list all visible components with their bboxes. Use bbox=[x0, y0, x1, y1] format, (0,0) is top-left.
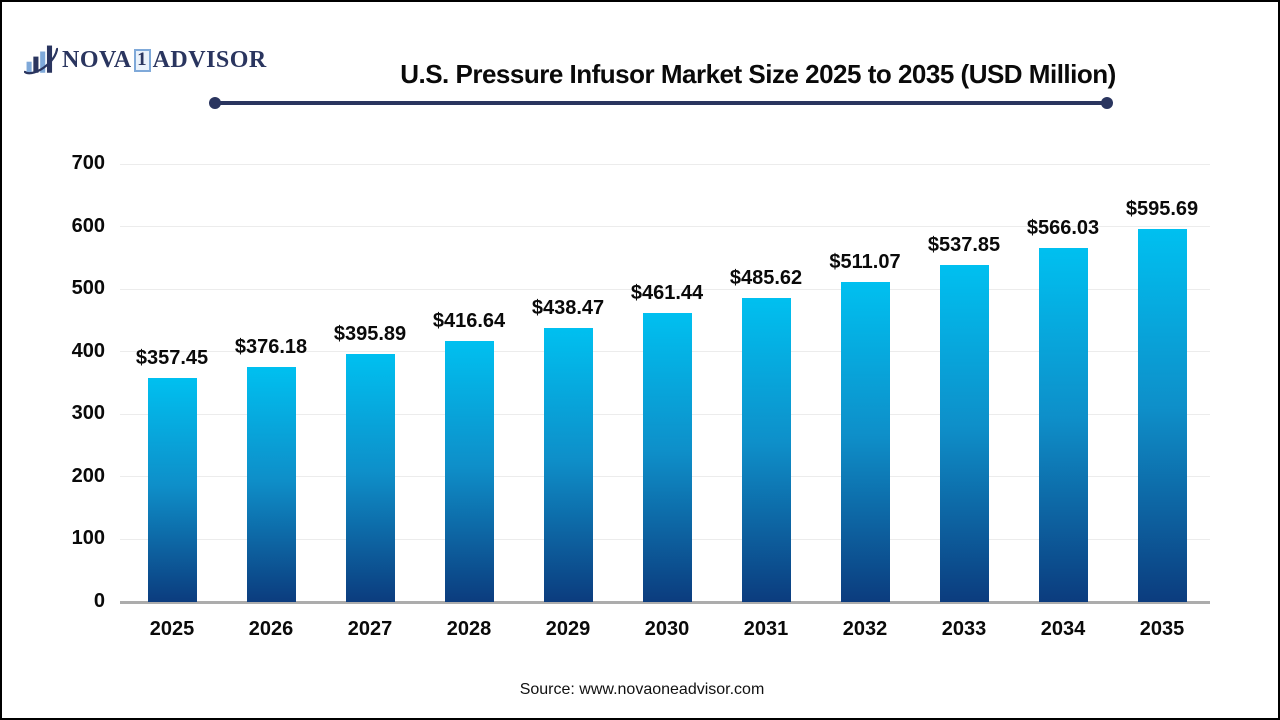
y-axis-label-400: 400 bbox=[71, 339, 105, 362]
x-axis-label-2026: 2026 bbox=[248, 618, 294, 640]
value-label-2034: $566.03 bbox=[1026, 216, 1100, 239]
value-label-2031: $485.62 bbox=[729, 267, 803, 290]
bar-2032 bbox=[840, 282, 890, 602]
x-axis-label-2028: 2028 bbox=[446, 618, 492, 640]
logo-text-advisor: ADVISOR bbox=[152, 46, 267, 73]
y-axis-label-500: 500 bbox=[71, 277, 105, 300]
x-axis-label-2030: 2030 bbox=[644, 618, 690, 640]
value-label-2029: $438.47 bbox=[531, 296, 605, 319]
bar-2035 bbox=[1137, 229, 1187, 602]
bar-2034 bbox=[1038, 247, 1088, 602]
title-underline-rule bbox=[209, 97, 1113, 109]
rule-right-endpoint-dot bbox=[1101, 97, 1113, 109]
bar-2033 bbox=[939, 265, 989, 602]
x-axis-label-2027: 2027 bbox=[347, 618, 393, 640]
value-label-2026: $376.18 bbox=[234, 335, 308, 358]
y-axis-label-600: 600 bbox=[71, 214, 105, 237]
y-axis-label-200: 200 bbox=[71, 464, 105, 487]
value-label-2030: $461.44 bbox=[630, 282, 704, 305]
gridline-500 bbox=[120, 288, 1210, 290]
bar-chart-swoosh-icon bbox=[24, 45, 58, 75]
bar-2029 bbox=[543, 327, 593, 602]
rule-line bbox=[215, 101, 1107, 105]
value-label-2025: $357.45 bbox=[135, 347, 209, 370]
value-label-2032: $511.07 bbox=[829, 251, 901, 274]
x-axis-label-2029: 2029 bbox=[545, 618, 591, 640]
chart-title: U.S. Pressure Infusor Market Size 2025 t… bbox=[400, 59, 1116, 90]
bar-2027 bbox=[345, 354, 395, 602]
x-axis-label-2031: 2031 bbox=[743, 618, 789, 640]
value-label-2035: $595.69 bbox=[1125, 198, 1199, 221]
bar-2028 bbox=[444, 341, 494, 602]
bar-2025 bbox=[147, 378, 197, 602]
value-label-2027: $395.89 bbox=[333, 323, 407, 346]
bar-2026 bbox=[246, 366, 296, 602]
y-axis-label-0: 0 bbox=[93, 590, 105, 612]
x-axis-line bbox=[120, 601, 1210, 604]
gridline-600 bbox=[120, 226, 1210, 228]
source-attribution: Source: www.novaoneadvisor.com bbox=[519, 681, 765, 698]
x-axis-label-2033: 2033 bbox=[941, 618, 987, 640]
logo-text: NOVA 1 ADVISOR bbox=[62, 47, 267, 74]
x-axis-label-2035: 2035 bbox=[1139, 618, 1185, 640]
y-axis-label-300: 300 bbox=[71, 402, 105, 425]
bar-2030 bbox=[642, 313, 692, 602]
bar-2031 bbox=[741, 298, 791, 602]
y-axis-label-700: 700 bbox=[71, 152, 105, 174]
x-axis-label-2025: 2025 bbox=[149, 618, 195, 640]
y-axis-label-100: 100 bbox=[71, 527, 105, 550]
x-axis-label-2032: 2032 bbox=[842, 618, 888, 640]
value-label-2028: $416.64 bbox=[432, 310, 506, 333]
logo-text-nova: NOVA bbox=[62, 46, 132, 73]
logo-one-badge: 1 bbox=[133, 48, 151, 72]
gridline-700 bbox=[120, 163, 1210, 165]
nova-one-advisor-logo: NOVA 1 ADVISOR bbox=[24, 38, 267, 82]
x-axis-label-2034: 2034 bbox=[1040, 618, 1086, 640]
value-label-2033: $537.85 bbox=[927, 234, 1001, 257]
